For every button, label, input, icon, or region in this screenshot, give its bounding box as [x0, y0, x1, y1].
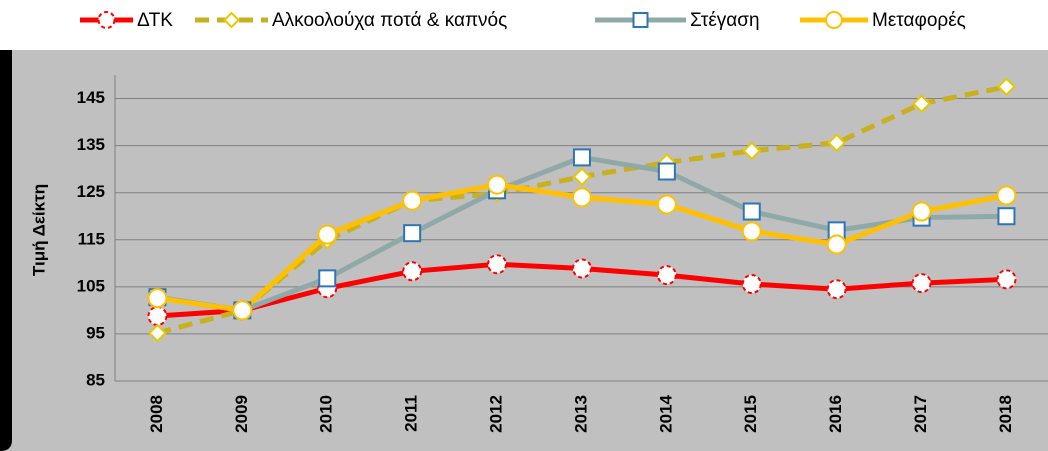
- data-point: [403, 224, 422, 243]
- data-point: [741, 221, 762, 242]
- data-point: [996, 269, 1017, 290]
- y-tick-label: 85: [86, 370, 105, 389]
- data-point: [826, 234, 847, 255]
- legend-marker: [632, 12, 649, 28]
- y-tick-label: 135: [77, 135, 105, 154]
- data-point: [741, 274, 762, 295]
- data-point: [148, 323, 167, 343]
- frame-edge: [0, 50, 12, 451]
- data-point: [826, 279, 847, 300]
- data-point: [742, 141, 762, 161]
- y-tick-label: 105: [77, 276, 105, 295]
- data-point: [572, 148, 591, 167]
- legend-marker: [825, 11, 843, 29]
- data-point: [827, 133, 847, 153]
- data-point: [911, 201, 932, 222]
- data-point: [147, 288, 168, 309]
- legend-label: Στέγαση: [690, 10, 760, 31]
- data-point: [571, 258, 592, 279]
- x-tick-label: 2008: [147, 395, 166, 433]
- x-tick-label: 2013: [571, 395, 590, 433]
- y-axis-title: Τιμή Δείκτη: [29, 184, 48, 276]
- data-point: [572, 167, 592, 187]
- data-point: [317, 224, 338, 245]
- x-tick-label: 2015: [741, 395, 760, 433]
- x-tick-label: 2011: [402, 395, 421, 432]
- data-point: [571, 187, 592, 208]
- x-tick-label: 2014: [656, 394, 675, 432]
- legend-background: [0, 0, 1048, 50]
- data-point: [911, 273, 932, 294]
- data-point: [402, 190, 423, 211]
- legend-marker: [97, 11, 116, 29]
- data-point: [318, 269, 337, 288]
- y-tick-label: 95: [86, 323, 105, 342]
- legend-label: Μεταφορές: [872, 10, 966, 31]
- x-tick-label: 2017: [911, 395, 930, 433]
- data-point: [147, 306, 168, 327]
- data-point: [487, 254, 508, 275]
- data-point: [997, 207, 1016, 226]
- x-tick-label: 2016: [826, 395, 845, 433]
- data-point: [656, 265, 677, 286]
- legend-label: ΔΤΚ: [137, 10, 173, 31]
- data-point: [402, 261, 423, 282]
- x-tick-label: 2018: [996, 395, 1015, 433]
- data-point: [996, 185, 1017, 206]
- data-point: [997, 77, 1016, 97]
- legend-marker: [223, 11, 240, 29]
- data-point: [232, 300, 253, 321]
- y-tick-label: 125: [77, 182, 105, 201]
- x-tick-label: 2012: [487, 395, 506, 433]
- x-tick-label: 2009: [232, 395, 251, 433]
- data-point: [742, 202, 761, 221]
- data-point: [487, 174, 508, 195]
- y-tick-label: 145: [77, 88, 105, 107]
- data-point: [657, 162, 676, 181]
- data-point: [912, 94, 931, 114]
- x-tick-label: 2010: [317, 395, 336, 433]
- y-tick-label: 115: [78, 229, 105, 248]
- legend-label: Αλκοολούχα ποτά & καπνός: [272, 10, 507, 31]
- data-point: [656, 194, 677, 215]
